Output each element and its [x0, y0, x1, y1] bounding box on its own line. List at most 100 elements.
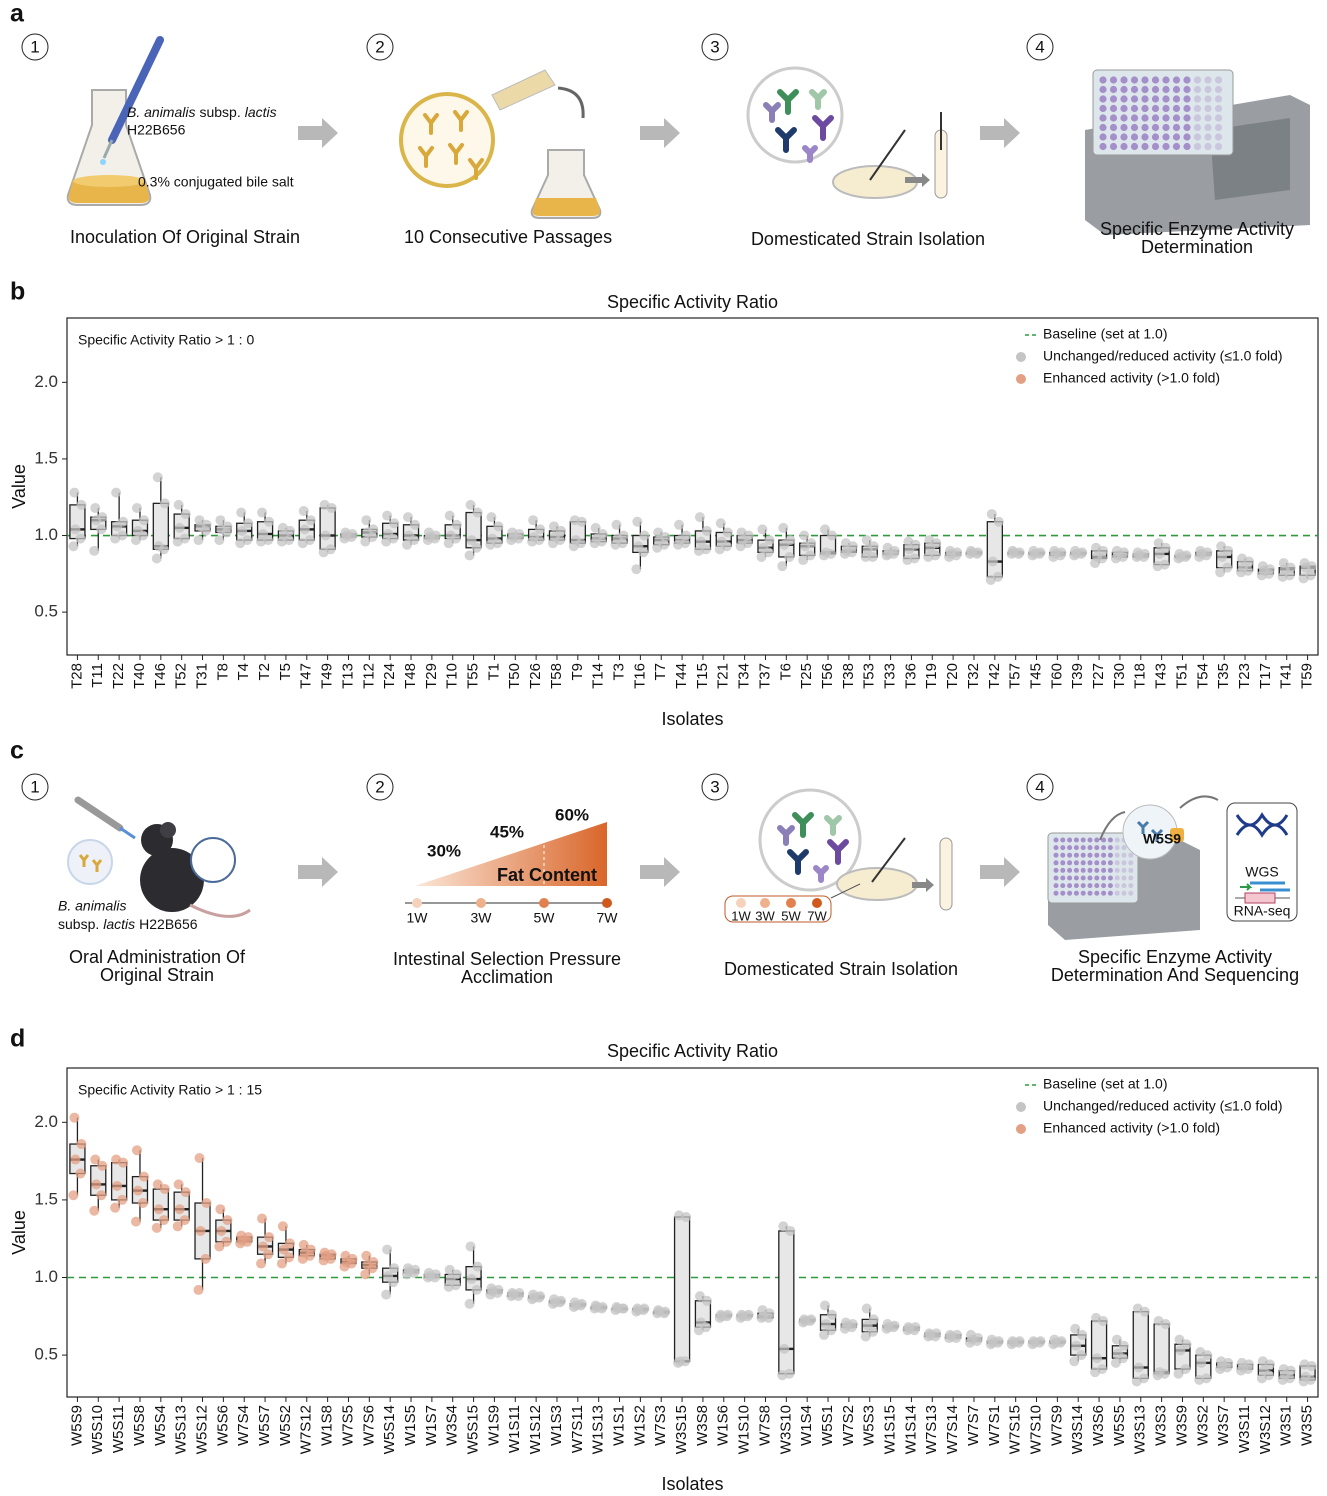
x-tick-label: T28 — [68, 663, 85, 689]
well — [1194, 124, 1201, 131]
x-tick-label: W1S6 — [715, 1405, 732, 1446]
data-point — [76, 1139, 86, 1149]
data-point — [674, 520, 684, 530]
data-point — [1279, 1364, 1289, 1374]
well — [1162, 95, 1169, 102]
well — [1081, 838, 1086, 843]
well — [1110, 133, 1117, 140]
data-point — [1195, 1347, 1205, 1357]
well — [1194, 76, 1201, 83]
isolation-illustration — [725, 790, 952, 922]
well — [1173, 86, 1180, 93]
data-point — [90, 503, 100, 513]
x-tick-label: T52 — [173, 663, 190, 689]
data-point — [681, 531, 691, 541]
x-tick-label: W5S9 — [68, 1405, 85, 1446]
well — [1215, 143, 1222, 150]
x-tick-label: T56 — [819, 663, 836, 689]
well — [1060, 838, 1065, 843]
well — [1131, 124, 1138, 131]
data-point — [631, 564, 641, 574]
well — [1122, 860, 1127, 865]
chart-title: Specific Activity Ratio — [607, 1041, 778, 1061]
data-point — [994, 517, 1004, 527]
well — [1141, 124, 1148, 131]
well — [1215, 86, 1222, 93]
well — [1060, 883, 1065, 888]
data-point — [424, 1268, 434, 1278]
data-point — [175, 523, 185, 533]
data-point — [222, 1215, 232, 1225]
y-tick-label: 1.5 — [34, 1189, 58, 1208]
legend-label: Unchanged/reduced activity (≤1.0 fold) — [1043, 1098, 1283, 1114]
data-point — [639, 531, 649, 541]
well — [1067, 891, 1072, 896]
x-tick-label: T50 — [506, 663, 523, 689]
step-caption: Domesticated Strain Isolation — [751, 229, 985, 249]
x-tick-label: T2 — [256, 663, 273, 681]
step-caption: Original Strain — [100, 965, 214, 985]
data-point — [340, 1251, 350, 1261]
x-tick-label: W3S15 — [673, 1405, 690, 1454]
data-point — [987, 1335, 997, 1345]
data-point — [361, 515, 371, 525]
x-tick-label: W1S3 — [548, 1405, 565, 1446]
well — [1067, 853, 1072, 858]
x-tick-label: T30 — [1111, 663, 1128, 689]
well — [1122, 853, 1127, 858]
well — [1088, 845, 1093, 850]
legend-label: Baseline (set at 1.0) — [1043, 1076, 1168, 1092]
data-point — [383, 529, 393, 539]
data-point — [1258, 561, 1268, 571]
step-number: 4 — [1035, 37, 1044, 56]
well — [1183, 133, 1190, 140]
well — [1074, 860, 1079, 865]
data-point — [300, 524, 310, 534]
x-tick-label: T48 — [402, 663, 419, 689]
x-tick-label: T39 — [1069, 663, 1086, 689]
data-point — [465, 550, 475, 560]
x-tick-label: T13 — [339, 663, 356, 689]
x-tick-label: T14 — [590, 663, 607, 689]
data-point — [702, 526, 712, 536]
data-point — [117, 531, 127, 541]
data-point — [841, 1318, 851, 1328]
x-tick-label: W3S3 — [1153, 1405, 1170, 1446]
x-tick-label: T60 — [1048, 663, 1065, 689]
data-point — [70, 1155, 80, 1165]
well — [1081, 883, 1086, 888]
data-point — [909, 553, 919, 563]
well — [1108, 838, 1113, 843]
data-point — [75, 534, 85, 544]
well — [1099, 143, 1106, 150]
step-caption: Determination — [1141, 237, 1253, 257]
well — [1060, 868, 1065, 873]
x-tick-label: W3S5 — [1299, 1405, 1316, 1446]
data-point — [528, 1290, 538, 1300]
y-tick-label: 1.0 — [34, 1267, 58, 1286]
data-point — [535, 524, 545, 534]
step-caption: Domesticated Strain Isolation — [724, 959, 958, 979]
x-tick-label: W7S15 — [1007, 1405, 1024, 1454]
data-point — [96, 1190, 106, 1200]
x-tick-label: T1 — [485, 663, 502, 681]
data-point — [612, 1302, 622, 1312]
well — [1088, 838, 1093, 843]
data-point — [111, 488, 121, 498]
plate-reader-illustration — [1085, 70, 1310, 235]
x-tick-label: W3S1 — [1278, 1405, 1295, 1446]
x-tick-label: W7S8 — [756, 1405, 773, 1446]
well — [1204, 76, 1211, 83]
well — [1183, 86, 1190, 93]
data-point — [305, 535, 315, 545]
strain-lactis: lactis — [103, 916, 135, 932]
well — [1122, 891, 1127, 896]
legend-label: Enhanced activity (>1.0 fold) — [1043, 1120, 1220, 1136]
well — [1162, 114, 1169, 121]
well — [1054, 883, 1059, 888]
x-tick-label: T11 — [89, 663, 106, 688]
data-point — [139, 515, 149, 525]
data-point — [221, 1237, 231, 1247]
data-point — [987, 509, 997, 519]
data-point — [472, 1285, 482, 1295]
